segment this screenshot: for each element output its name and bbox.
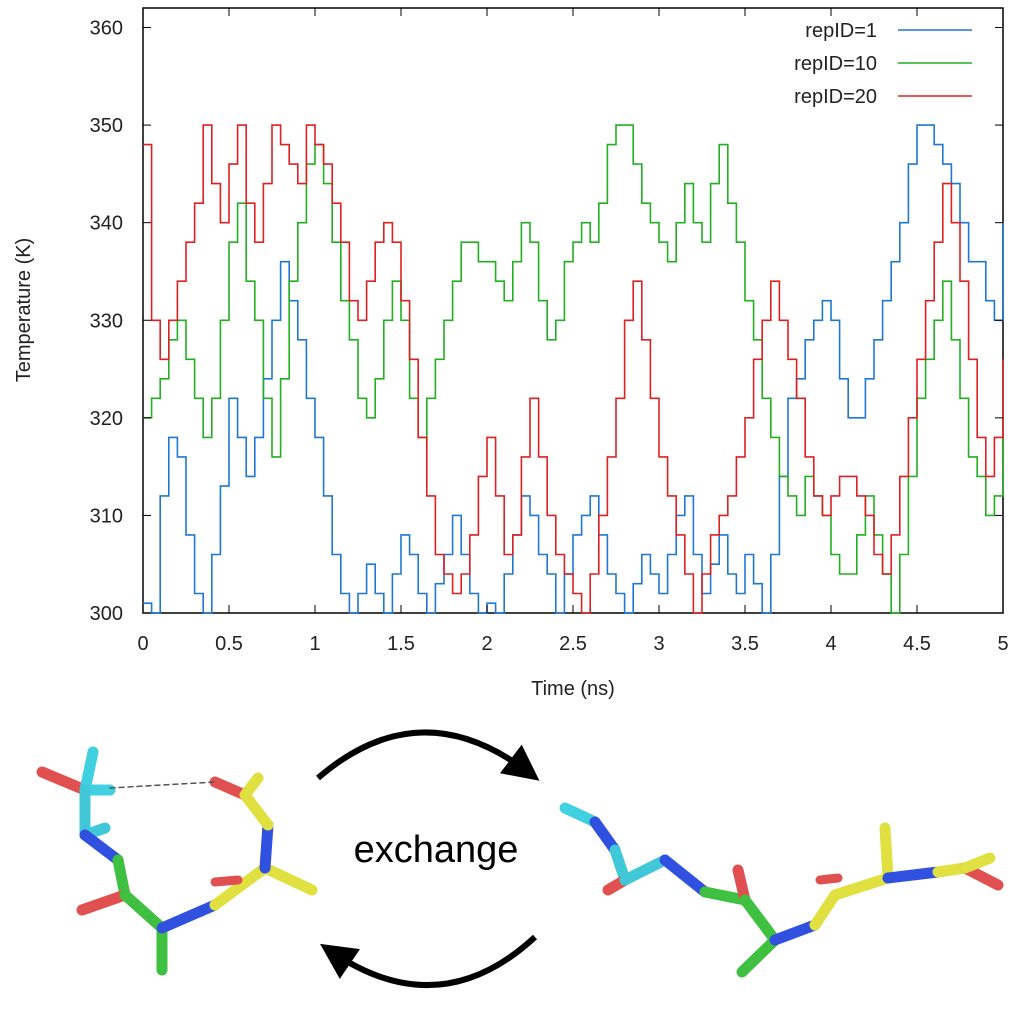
- exchange-label: exchange: [354, 829, 519, 871]
- y-axis-title: Temperature (K): [13, 238, 35, 383]
- y-tick-label: 350: [90, 115, 123, 137]
- series-line-2: [143, 124, 1004, 614]
- series-line-3: [143, 124, 1004, 614]
- y-tick-label: 320: [90, 408, 123, 430]
- legend: repID=1 repID=10 repID=20: [794, 20, 972, 108]
- x-axis-ticks: 0 0.5 1 1.5 2 2.5 3 3.5 4 4.5 5: [137, 8, 1009, 655]
- x-tick-label: 4.5: [903, 633, 931, 655]
- x-tick-label: 2: [481, 633, 492, 655]
- y-tick-label: 300: [90, 603, 123, 625]
- plot-frame: [142, 7, 1004, 614]
- backward-arrow-icon: [320, 934, 538, 989]
- x-tick-label: 0.5: [215, 633, 243, 655]
- x-tick-label: 3.5: [731, 633, 759, 655]
- molecule-left-illustration: [36, 746, 318, 976]
- series-layer: [143, 124, 1004, 614]
- exchange-diagram: exchange: [36, 729, 1004, 989]
- temperature-line-chart: 0 0.5 1 1.5 2 2.5 3 3.5 4 4.5 5 300 310 320 330 340 350…: [13, 7, 1009, 700]
- x-tick-label: 5: [997, 633, 1008, 655]
- x-tick-label: 4: [825, 633, 836, 655]
- x-tick-label: 1: [309, 633, 320, 655]
- y-axis-ticks: 300 310 320 330 340 350 360: [90, 18, 1003, 625]
- x-axis-title: Time (ns): [531, 678, 615, 700]
- x-tick-label: 3: [653, 633, 664, 655]
- legend-label: repID=1: [805, 20, 877, 42]
- forward-arrow-icon: [316, 729, 540, 781]
- molecule-right-illustration: [559, 802, 1004, 978]
- legend-label: repID=20: [794, 86, 877, 108]
- y-tick-label: 360: [90, 18, 123, 40]
- y-tick-label: 340: [90, 213, 123, 235]
- x-tick-label: 0: [137, 633, 148, 655]
- x-tick-label: 1.5: [387, 633, 415, 655]
- y-tick-label: 310: [90, 505, 123, 527]
- y-tick-label: 330: [90, 310, 123, 332]
- x-tick-label: 2.5: [559, 633, 587, 655]
- legend-label: repID=10: [794, 53, 877, 75]
